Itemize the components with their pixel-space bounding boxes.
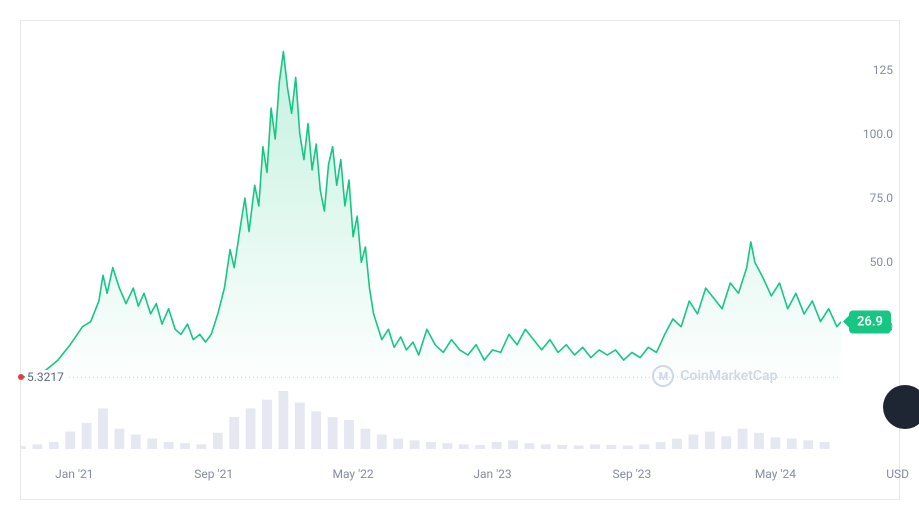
price-chart[interactable]: 25.050.075.0100.0125 USD 5.3217 26.9 M C… <box>20 20 900 500</box>
plot-area[interactable] <box>21 21 841 451</box>
volume-bar <box>344 420 354 449</box>
volume-bar <box>328 417 338 449</box>
volume-bar <box>820 442 830 449</box>
volume-bar <box>49 442 59 449</box>
chart-svg <box>21 21 841 451</box>
volume-bar <box>442 443 452 449</box>
volume-bar <box>475 445 485 449</box>
volume-bar <box>688 435 698 450</box>
volume-bar <box>623 446 633 449</box>
volume-bar <box>672 439 682 449</box>
volume-bar <box>360 429 370 449</box>
volume-bar <box>459 444 469 449</box>
volume-bar <box>164 442 174 449</box>
volume-bar <box>278 391 288 449</box>
volume-bar <box>21 446 26 449</box>
x-tick: May '24 <box>755 467 796 481</box>
current-price-badge: 26.9 <box>849 310 891 333</box>
x-tick: Jan '21 <box>55 467 93 481</box>
volume-bar <box>393 439 403 449</box>
start-price-label: 5.3217 <box>25 370 66 384</box>
volume-bar <box>705 432 715 449</box>
volume-bar <box>557 445 567 449</box>
volume-bar <box>524 443 534 449</box>
volume-bar <box>590 444 600 449</box>
volume-bar <box>492 442 502 449</box>
volume-bar <box>246 408 256 449</box>
floating-action-circle[interactable] <box>883 385 919 429</box>
y-axis-unit: USD <box>886 467 909 481</box>
x-tick: Jan '23 <box>473 467 511 481</box>
volume-bar <box>574 446 584 449</box>
y-tick: 75.0 <box>870 191 893 205</box>
volume-bar <box>656 442 666 449</box>
volume-bar <box>508 440 518 449</box>
volume-bar <box>754 433 764 449</box>
volume-bar <box>639 444 649 449</box>
volume-bar <box>229 417 239 449</box>
start-price-dot <box>18 374 24 380</box>
x-tick: Sep '21 <box>194 467 233 481</box>
volume-bar <box>131 435 141 450</box>
volume-bar <box>377 435 387 450</box>
volume-bar <box>180 443 190 449</box>
y-tick: 100.0 <box>863 127 893 141</box>
volume-bar <box>196 444 206 449</box>
price-area <box>21 52 841 391</box>
volume-bar <box>787 439 797 449</box>
volume-bar <box>262 400 272 449</box>
volume-bar <box>295 403 305 449</box>
volume-bar <box>426 442 436 449</box>
volume-bar <box>213 433 223 449</box>
volume-bar <box>98 408 108 449</box>
volume-bar <box>32 444 42 449</box>
volume-bar <box>541 444 551 449</box>
volume-bar <box>721 436 731 449</box>
volume-bar <box>114 429 124 449</box>
x-tick: Sep '23 <box>612 467 651 481</box>
volume-bar <box>65 432 75 449</box>
volume-bar <box>606 445 616 449</box>
y-tick: 125 <box>873 63 893 77</box>
x-tick: May '22 <box>333 467 374 481</box>
y-axis: 25.050.075.0100.0125 <box>841 21 899 451</box>
volume-bar <box>803 440 813 449</box>
volume-bar <box>738 429 748 449</box>
volume-bar <box>147 439 157 449</box>
volume-bar <box>311 411 321 449</box>
volume-bar <box>410 440 420 449</box>
y-tick: 50.0 <box>870 255 893 269</box>
volume-bar <box>770 437 780 449</box>
volume-bar <box>82 423 92 449</box>
